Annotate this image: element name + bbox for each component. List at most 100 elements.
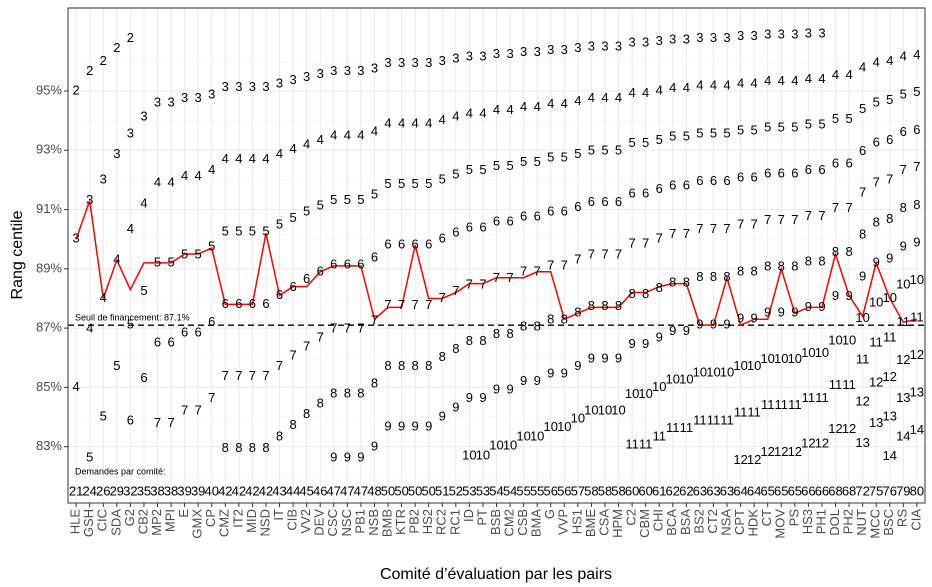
rank-label: 7 <box>289 348 296 363</box>
rank-label: 11 <box>734 405 748 420</box>
rank-label: 8 <box>520 318 527 333</box>
rank-label: 8 <box>764 258 771 273</box>
rank-label: 9 <box>642 336 649 351</box>
rank-label: 5 <box>710 125 717 140</box>
rank-label: 3 <box>588 38 595 53</box>
rank-label: 8 <box>276 428 283 443</box>
rank-label: 4 <box>73 379 80 394</box>
count-label: 53 <box>476 483 490 498</box>
rank-label: 8 <box>615 298 622 313</box>
count-label: 65 <box>760 483 774 498</box>
rank-label: 3 <box>479 48 486 63</box>
rank-label: 6 <box>547 204 554 219</box>
y-tick-label: 85% <box>36 379 62 394</box>
x-tick-label: NSD <box>257 509 272 536</box>
rank-label: 4 <box>113 252 120 267</box>
rank-label: 5 <box>791 119 798 134</box>
rank-label: 10 <box>869 295 883 310</box>
rank-label: 13 <box>869 415 883 430</box>
rank-label: 7 <box>832 200 839 215</box>
rank-label: 11 <box>707 412 721 427</box>
rank-label: 8 <box>845 244 852 259</box>
rank-label: 5 <box>601 142 608 157</box>
rank-label: 6 <box>262 296 269 311</box>
rank-label: 4 <box>737 75 744 90</box>
rank-label: 4 <box>303 136 310 151</box>
rank-label: 6 <box>303 271 310 286</box>
rank-label: 12 <box>801 436 815 451</box>
rank-label: 9 <box>574 358 581 373</box>
rank-label: 4 <box>425 116 432 131</box>
rank-label: 4 <box>832 67 839 82</box>
rank-label: 5 <box>493 158 500 173</box>
rank-label: 5 <box>547 150 554 165</box>
count-label: 54 <box>489 483 503 498</box>
rank-label: 3 <box>452 50 459 65</box>
rank-label: 3 <box>791 27 798 42</box>
rank-label: 7 <box>398 297 405 312</box>
rank-label: 9 <box>506 382 513 397</box>
count-label: 75 <box>869 483 883 498</box>
count-label: 76 <box>883 483 897 498</box>
rank-label: 7 <box>669 226 676 241</box>
rank-label: 4 <box>520 99 527 114</box>
rank-label: 3 <box>208 86 215 101</box>
rank-label: 5 <box>520 154 527 169</box>
rank-label: 4 <box>262 151 269 166</box>
rank-label: 4 <box>818 71 825 86</box>
rank-label: 4 <box>845 67 852 82</box>
rank-label: 9 <box>398 418 405 433</box>
rank-label: 3 <box>127 125 134 140</box>
x-tick-label: HS1 <box>569 509 584 534</box>
rank-label: 7 <box>249 368 256 383</box>
rank-label: 7 <box>751 216 758 231</box>
x-tick-label: BCA <box>664 509 679 536</box>
rank-label: 4 <box>710 78 717 93</box>
rank-label: 6 <box>873 135 880 150</box>
x-tick-label: HS3 <box>800 509 815 534</box>
count-label: 38 <box>150 483 164 498</box>
rank-label: 5 <box>439 171 446 186</box>
rank-label: 8 <box>466 333 473 348</box>
rank-label: 6 <box>466 219 473 234</box>
rank-label: 8 <box>669 275 676 290</box>
rank-label: 11 <box>693 412 707 427</box>
rank-label: 6 <box>439 231 446 246</box>
rank-label: 8 <box>791 258 798 273</box>
rank-label: 9 <box>601 350 608 365</box>
rank-label: 7 <box>859 185 866 200</box>
rank-label: 4 <box>86 321 93 336</box>
rank-label: 12 <box>747 452 761 467</box>
rank-label: 7 <box>154 415 161 430</box>
rank-label: 3 <box>574 40 581 55</box>
rank-label: 4 <box>384 116 391 131</box>
rank-label: 11 <box>869 335 883 350</box>
count-label: 39 <box>177 483 191 498</box>
rank-label: 7 <box>493 270 500 285</box>
rank-label: 4 <box>154 175 161 190</box>
count-label: 56 <box>557 483 571 498</box>
rank-label: 9 <box>412 418 419 433</box>
count-label: 52 <box>449 483 463 498</box>
x-tick-label: MOV <box>773 509 788 539</box>
rank-label: 12 <box>760 444 774 459</box>
rank-label: 6 <box>330 256 337 271</box>
count-label: 35 <box>137 483 151 498</box>
rank-label: 3 <box>737 28 744 43</box>
x-tick-label: MPI <box>162 509 177 532</box>
rank-label: 7 <box>371 313 378 328</box>
count-label: 47 <box>327 483 341 498</box>
rank-label: 3 <box>384 55 391 70</box>
y-tick-label: 93% <box>36 142 62 157</box>
rank-label: 3 <box>506 46 513 61</box>
rank-label: 3 <box>412 55 419 70</box>
rank-label: 7 <box>412 297 419 312</box>
rank-label: 3 <box>398 55 405 70</box>
rank-label: 10 <box>896 276 910 291</box>
rank-label: 4 <box>330 127 337 142</box>
count-label: 26 <box>96 483 110 498</box>
rank-label: 8 <box>235 440 242 455</box>
rank-label: 4 <box>859 60 866 75</box>
rank-label: 11 <box>788 397 802 412</box>
rank-label: 8 <box>628 286 635 301</box>
